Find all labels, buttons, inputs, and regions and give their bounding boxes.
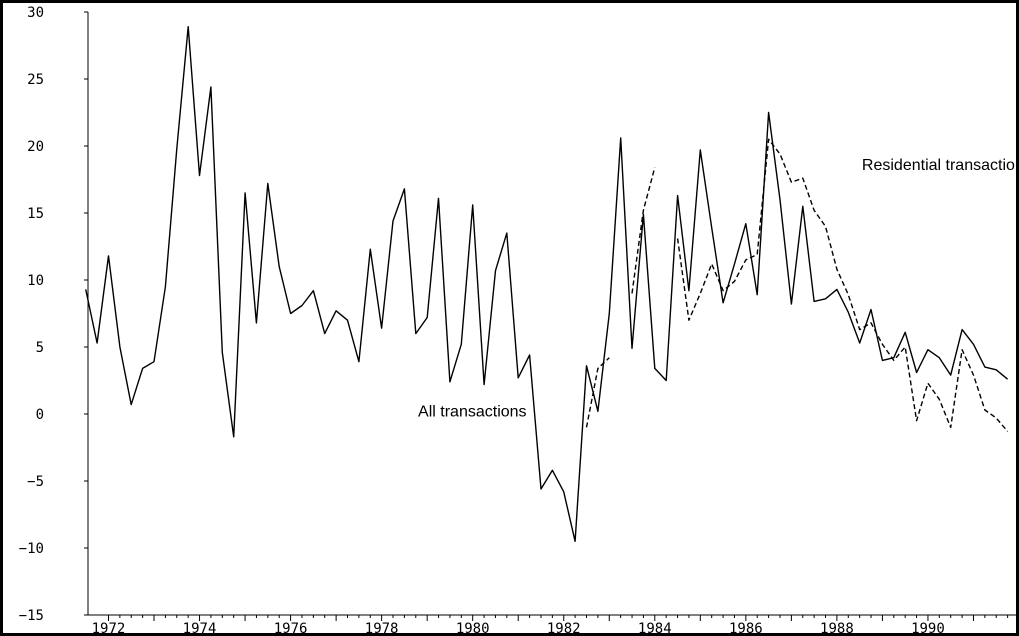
y-tick-label: 5 xyxy=(36,340,44,356)
x-tick-label: 1974 xyxy=(183,621,217,636)
x-tick-label: 1980 xyxy=(456,621,490,636)
series-line-residential_a xyxy=(585,357,610,428)
y-tick-label: 15 xyxy=(27,206,44,222)
y-tick-label: 30 xyxy=(27,5,44,21)
x-tick-label: 1984 xyxy=(638,621,672,636)
y-tick-label: 25 xyxy=(27,72,44,88)
annotation-label: All transactions xyxy=(418,404,527,421)
x-tick-label: 1986 xyxy=(729,621,763,636)
x-tick-label: 1988 xyxy=(820,621,854,636)
y-tick-label: −5 xyxy=(27,474,44,490)
x-tick-label: 1990 xyxy=(911,621,945,636)
y-tick-label: −10 xyxy=(19,541,44,557)
y-tick-label: 10 xyxy=(27,273,44,289)
series-line-residential_b xyxy=(631,167,656,294)
x-tick-label: 1978 xyxy=(365,621,399,636)
series-line-residential_c xyxy=(676,138,1009,432)
series-line-all xyxy=(85,26,1009,542)
x-tick-label: 1982 xyxy=(547,621,581,636)
x-tick-label: 1976 xyxy=(274,621,308,636)
y-tick-label: 0 xyxy=(36,407,44,423)
annotation-label: Residential transactions xyxy=(862,157,1019,174)
x-tick-label: 1972 xyxy=(92,621,126,636)
y-tick-label: −15 xyxy=(19,608,44,624)
y-tick-label: 20 xyxy=(27,139,44,155)
